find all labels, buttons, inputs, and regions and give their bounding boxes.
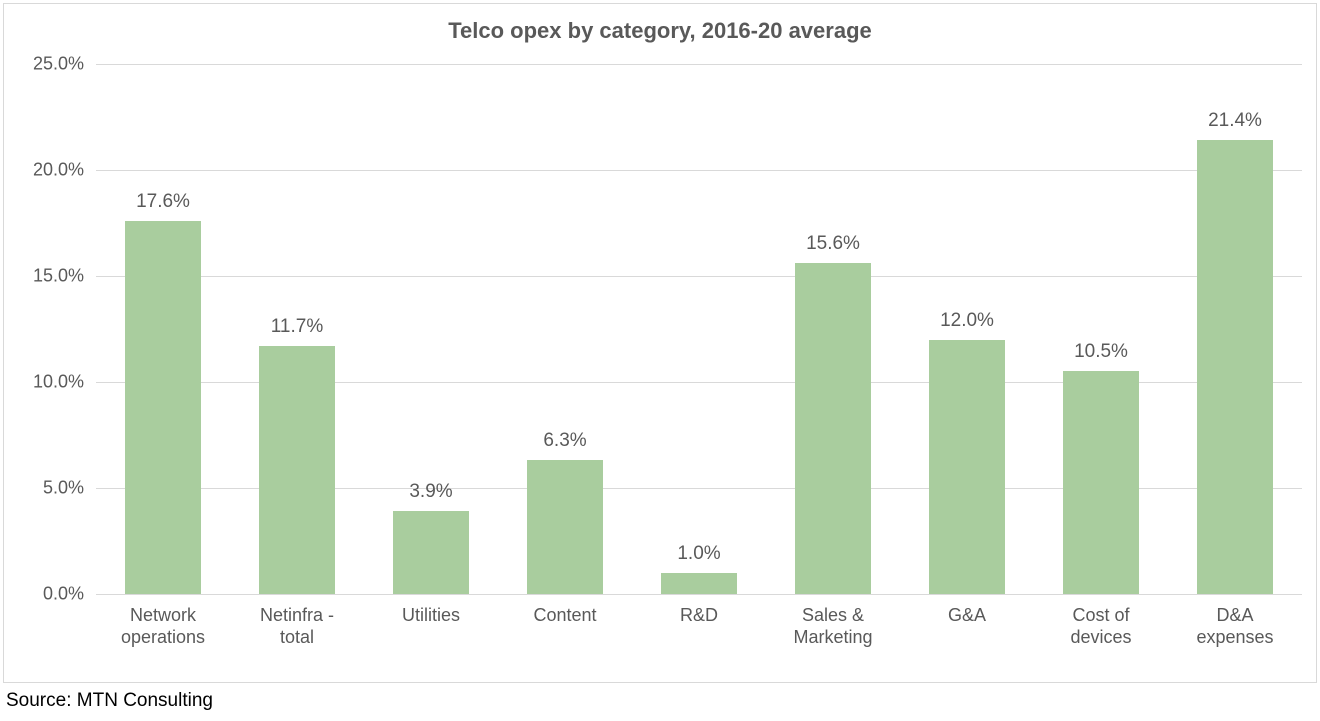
x-tick-label: Sales &Marketing — [766, 604, 900, 648]
x-tick-label: R&D — [632, 604, 766, 626]
bar — [527, 460, 602, 594]
chart-title: Telco opex by category, 2016-20 average — [4, 18, 1316, 44]
bar — [929, 340, 1004, 594]
bar — [1197, 140, 1272, 594]
bar-value-label: 12.0% — [940, 310, 994, 332]
x-tick-label: Netinfra -total — [230, 604, 364, 648]
bar — [1063, 371, 1138, 594]
bar — [795, 263, 870, 594]
chart-border: Telco opex by category, 2016-20 average … — [3, 3, 1317, 683]
bar-value-label: 21.4% — [1208, 110, 1262, 132]
bar-value-label: 6.3% — [543, 430, 586, 452]
bar — [125, 221, 200, 594]
x-tick-label: G&A — [900, 604, 1034, 626]
bar-value-label: 11.7% — [271, 316, 323, 338]
gridline — [96, 276, 1302, 277]
bar-value-label: 3.9% — [409, 481, 452, 503]
plot-area: 0.0%5.0%10.0%15.0%20.0%25.0%17.6%Network… — [96, 64, 1302, 594]
x-tick-label: Networkoperations — [96, 604, 230, 648]
x-tick-label: D&Aexpenses — [1168, 604, 1302, 648]
bar — [259, 346, 334, 594]
bar-value-label: 1.0% — [677, 543, 720, 565]
y-tick-label: 5.0% — [14, 478, 84, 499]
x-tick-label: Content — [498, 604, 632, 626]
bar — [393, 511, 468, 594]
gridline — [96, 64, 1302, 65]
y-tick-label: 15.0% — [14, 266, 84, 287]
chart-frame: Telco opex by category, 2016-20 average … — [0, 0, 1320, 721]
gridline — [96, 170, 1302, 171]
x-tick-label: Cost ofdevices — [1034, 604, 1168, 648]
bar-value-label: 17.6% — [136, 191, 190, 213]
y-tick-label: 10.0% — [14, 372, 84, 393]
gridline — [96, 594, 1302, 595]
y-tick-label: 0.0% — [14, 584, 84, 605]
x-tick-label: Utilities — [364, 604, 498, 626]
bar-value-label: 10.5% — [1074, 341, 1128, 363]
bar — [661, 573, 736, 594]
y-tick-label: 25.0% — [14, 54, 84, 75]
bar-value-label: 15.6% — [806, 233, 860, 255]
source-caption: Source: MTN Consulting — [6, 690, 213, 712]
y-tick-label: 20.0% — [14, 160, 84, 181]
